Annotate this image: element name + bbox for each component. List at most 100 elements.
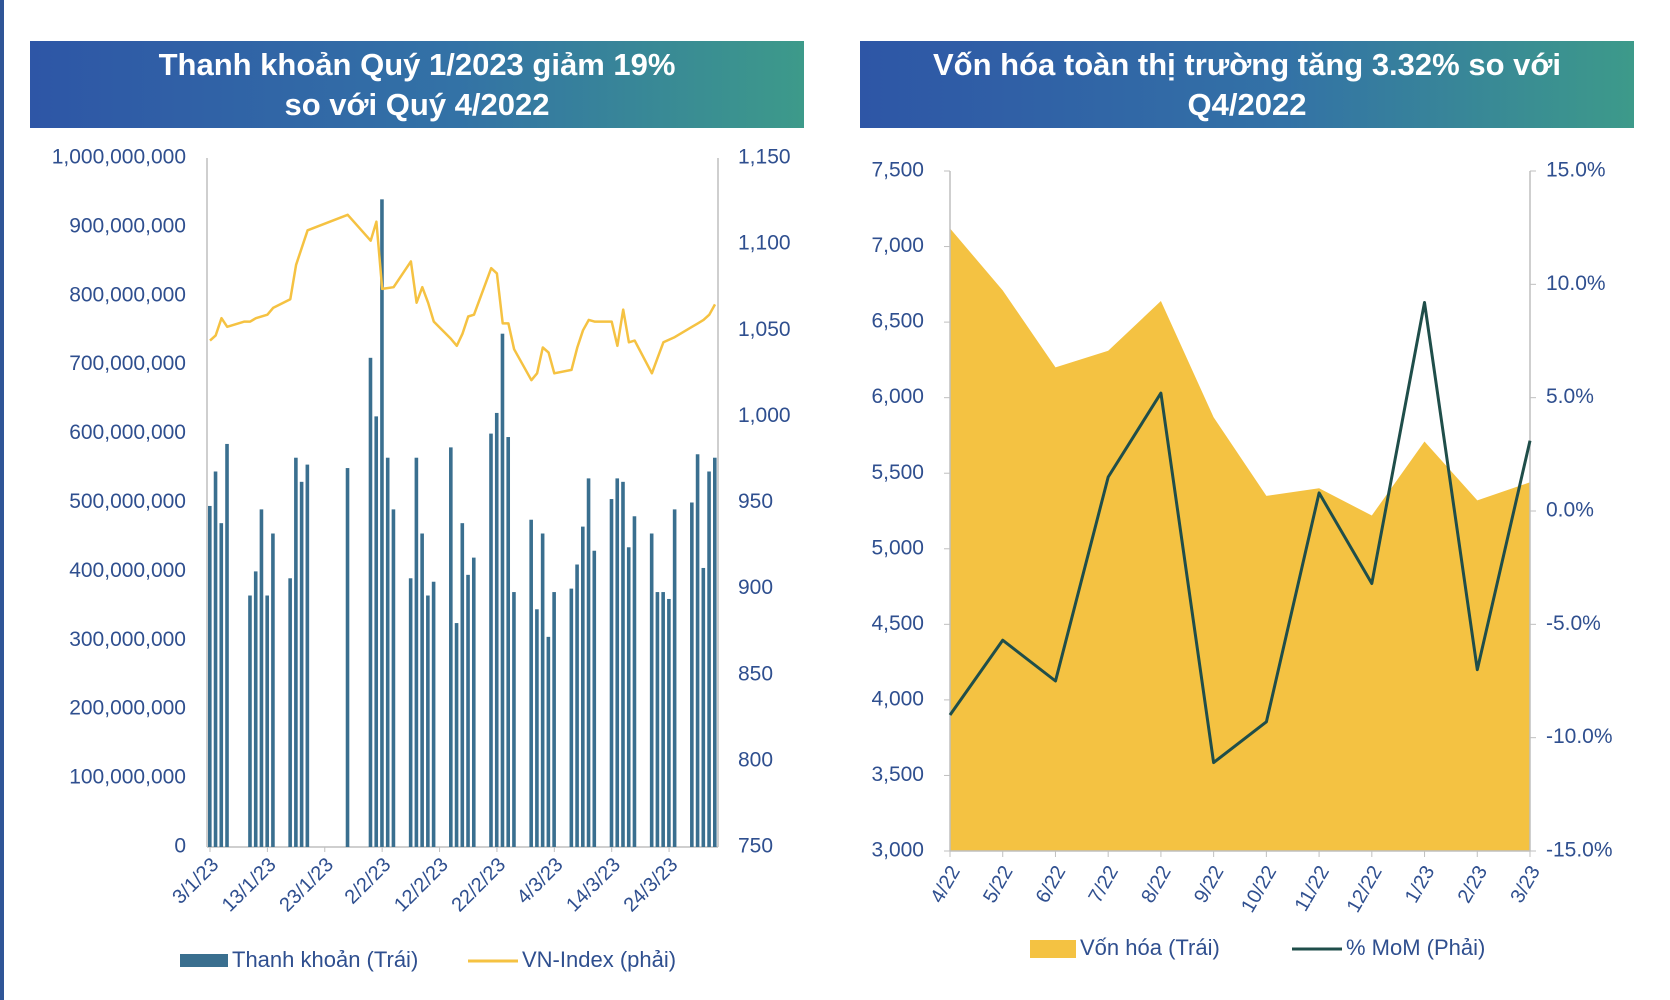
liquidity-bar [552, 592, 556, 847]
right-x-tick-label: 7/22 [1085, 862, 1124, 907]
liquidity-bar [253, 571, 258, 847]
liquidity-bar [449, 447, 453, 847]
liquidity-bar [299, 481, 304, 847]
liquidity-bar [690, 502, 694, 847]
left-x-tick-label: 4/3/23 [513, 854, 568, 909]
legend-market-cap-label: Vốn hóa (Trái) [1080, 935, 1220, 960]
right-y-tick-label: 3,000 [871, 839, 924, 862]
left-y-tick-label: 1,000,000,000 [52, 146, 186, 169]
left-y-tick-label: 400,000,000 [69, 559, 186, 582]
left-x-tick-label: 24/3/23 [620, 854, 683, 917]
left-x-tick-label: 14/3/23 [562, 854, 625, 917]
left-y-tick-label: 800,000,000 [69, 283, 186, 306]
right-x-tick-label: 5/22 [979, 862, 1018, 907]
liquidity-bar [408, 578, 413, 847]
liquidity-bar [569, 588, 574, 847]
left-chart-title-line1: Thanh khoản Quý 1/2023 giảm 19% [158, 46, 676, 82]
right-y-tick-label: 5,000 [871, 536, 924, 559]
liquidity-bar [713, 457, 717, 847]
liquidity-bar [540, 533, 545, 847]
legend-market-cap-swatch [1030, 940, 1076, 958]
liquidity-bar [609, 499, 614, 847]
liquidity-bar [426, 595, 430, 847]
liquidity-bar [466, 574, 470, 847]
right-chart-title: Vốn hóa toàn thị trường tăng 3.32% so vớ… [860, 41, 1634, 128]
liquidity-bar [672, 509, 677, 847]
left-y2-tick-label: 1,000 [738, 404, 791, 427]
liquidity-bar [546, 636, 551, 847]
liquidity-bar [380, 199, 384, 848]
liquidity-bar [259, 509, 264, 847]
right-x-tick-label: 8/22 [1137, 862, 1176, 907]
liquidity-bar [615, 478, 620, 847]
left-y2-tick-label: 1,100 [738, 232, 791, 255]
right-x-tick-label: 1/23 [1401, 862, 1440, 907]
left-y2-tick-label: 900 [738, 576, 773, 599]
right-y-tick-label: 6,000 [871, 385, 924, 408]
mom-line [948, 301, 1532, 765]
liquidity-bar [707, 471, 711, 847]
liquidity-bar [626, 547, 631, 847]
liquidity-bar [586, 478, 591, 847]
left-y-tick-label: 700,000,000 [69, 352, 186, 375]
liquidity-bar [649, 533, 654, 847]
liquidity-bar [431, 581, 436, 847]
liquidity-bar [535, 609, 539, 847]
liquidity-bar [592, 550, 597, 847]
left-x-tick-label: 13/1/23 [218, 854, 281, 917]
liquidity-bar [701, 567, 706, 847]
right-y-tick-label: 4,500 [871, 612, 924, 635]
right-x-tick-label: 12/22 [1343, 862, 1387, 916]
left-chart-title-line2: so với Quý 4/2022 [284, 86, 550, 122]
liquidity-bar [581, 526, 585, 847]
liquidity-bar [225, 443, 229, 847]
liquidity-bar [460, 523, 465, 847]
legend-vnindex-label: VN-Index (phải) [522, 947, 676, 972]
right-y-tick-label: 7,000 [871, 234, 924, 257]
liquidity-bar [345, 468, 350, 847]
right-y-tick-label: 6,500 [871, 310, 924, 333]
liquidity-bar [500, 333, 505, 847]
legend-mom-label: % MoM (Phải) [1346, 935, 1485, 960]
right-y2-tick-label: -15.0% [1546, 839, 1613, 862]
left-x-tick-label: 23/1/23 [275, 854, 338, 917]
liquidity-bar [288, 578, 292, 847]
right-y2-tick-label: 15.0% [1546, 159, 1606, 182]
right-chart-title-line2: Q4/2022 [1187, 86, 1307, 122]
left-y-tick-label: 500,000,000 [69, 490, 186, 513]
liquidity-bar [695, 454, 700, 847]
liquidity-bar [512, 592, 516, 847]
liquidity-bar [506, 437, 511, 847]
left-x-tick-label: 12/2/23 [390, 854, 453, 917]
right-y2-tick-label: 5.0% [1546, 385, 1594, 408]
left-y-tick-label: 100,000,000 [69, 766, 186, 789]
liquidity-bar [454, 623, 459, 847]
liquidity-bar [219, 523, 224, 847]
liquidity-bar [294, 457, 298, 847]
liquidity-bar [208, 505, 212, 847]
liquidity-bar [575, 564, 579, 847]
right-y2-tick-label: 0.0% [1546, 499, 1594, 522]
liquidity-bar [213, 471, 218, 847]
liquidity-bar [632, 516, 637, 847]
right-y-tick-label: 7,500 [871, 159, 924, 182]
left-y2-tick-label: 1,150 [738, 146, 791, 169]
liquidity-bar [271, 533, 275, 847]
vnindex-line [209, 213, 717, 382]
market-cap-area [950, 228, 1530, 851]
right-y-tick-label: 4,000 [871, 687, 924, 710]
liquidity-bar [655, 592, 660, 847]
liquidity-bar [420, 533, 424, 847]
left-y2-tick-label: 850 [738, 662, 773, 685]
right-y-tick-label: 5,500 [871, 461, 924, 484]
liquidity-bar [661, 592, 665, 847]
left-y-tick-label: 0 [174, 835, 186, 858]
liquidity-bar [374, 416, 379, 847]
right-x-tick-label: 6/22 [1032, 862, 1071, 907]
left-y2-tick-label: 1,050 [738, 318, 791, 341]
right-y2-tick-label: -10.0% [1546, 725, 1613, 748]
left-y2-tick-label: 800 [738, 748, 773, 771]
right-x-tick-label: 2/23 [1454, 862, 1493, 907]
right-chart-title-line1: Vốn hóa toàn thị trường tăng 3.32% so vớ… [932, 46, 1562, 82]
right-x-tick-label: 10/22 [1237, 862, 1281, 916]
